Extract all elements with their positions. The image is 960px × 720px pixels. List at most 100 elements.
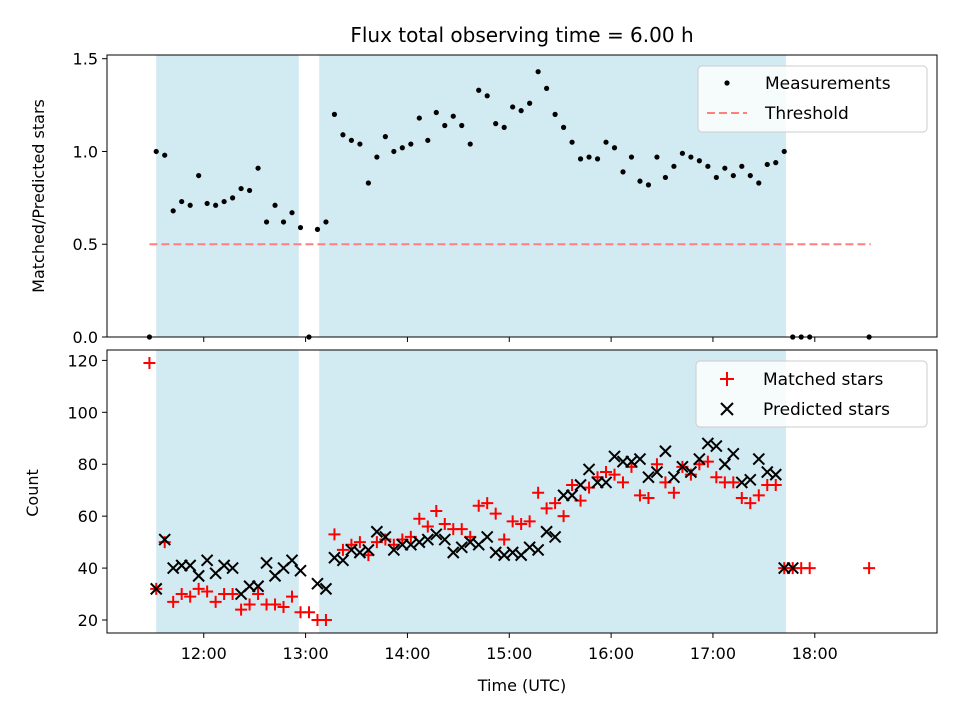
predicted-star-point xyxy=(565,489,579,502)
predicted-star-point xyxy=(667,471,681,484)
predicted-star-point xyxy=(319,582,333,596)
predicted-star-point xyxy=(285,554,299,567)
legend-predicted-marker xyxy=(720,402,734,416)
measurement-point xyxy=(340,132,346,138)
top-plot-ratio: 0.0 0.5 1.0 1.5 Matched/Predicted stars Mea… xyxy=(29,50,938,347)
bottom-shaded-interval-0 xyxy=(156,350,299,633)
bottom-x-axis: 12:00 13:00 14:00 15:00 16:00 17:00 18:00 xyxy=(181,633,838,663)
matched-star-point xyxy=(803,562,816,575)
predicted-star-point xyxy=(192,569,205,583)
matched-star-point xyxy=(744,497,757,510)
predicted-star-point xyxy=(251,580,265,593)
predicted-star-point xyxy=(200,554,214,567)
matched-star-point xyxy=(557,510,570,523)
predicted-star-point xyxy=(701,437,715,450)
measurement-point xyxy=(484,93,490,99)
measurement-point xyxy=(535,69,541,75)
predicted-star-point xyxy=(362,543,375,557)
matched-star-point xyxy=(269,598,282,611)
predicted-star-point xyxy=(447,546,460,559)
matched-stars-points xyxy=(143,356,876,627)
measurement-point xyxy=(730,172,736,179)
matched-star-point xyxy=(143,356,156,369)
top-legend-box xyxy=(697,65,928,133)
matched-star-point xyxy=(336,543,349,556)
bottom-y-tick-label: 80 xyxy=(78,455,98,474)
top-plot-frame xyxy=(106,54,938,338)
measurement-point xyxy=(323,219,329,225)
x-tick-label: 14:00 xyxy=(384,644,430,663)
top-shaded-interval-0 xyxy=(156,55,299,337)
matched-star-point xyxy=(438,517,451,530)
matched-star-point xyxy=(616,476,629,489)
predicted-star-point xyxy=(489,546,502,559)
bottom-shaded-regions xyxy=(156,350,786,633)
predicted-star-point xyxy=(540,525,553,538)
measurement-point xyxy=(501,124,507,130)
predicted-star-point xyxy=(158,533,171,546)
measurement-point xyxy=(374,154,380,160)
measurement-point xyxy=(493,121,499,127)
predicted-star-point xyxy=(523,541,536,554)
measurement-point xyxy=(544,85,550,91)
measurement-point xyxy=(671,163,677,169)
predicted-star-point xyxy=(548,530,562,544)
bottom-y-tick-label: 20 xyxy=(78,611,98,630)
predicted-star-point xyxy=(752,452,765,466)
bottom-legend: Matched stars Predicted stars xyxy=(695,360,928,428)
predicted-star-point xyxy=(413,535,426,549)
measurement-point xyxy=(425,137,431,143)
matched-star-point xyxy=(353,536,366,549)
matched-star-point xyxy=(667,486,680,499)
measurement-point xyxy=(688,154,694,160)
top-y-axis-label: Matched/Predicted stars xyxy=(29,99,48,293)
matched-star-point xyxy=(701,455,714,468)
matched-star-point xyxy=(252,588,265,601)
predicted-star-point xyxy=(166,561,180,575)
matched-star-point xyxy=(302,606,315,619)
measurement-point xyxy=(348,137,355,143)
measurement-point xyxy=(442,122,448,129)
x-tick-label: 16:00 xyxy=(588,644,634,663)
measurement-point xyxy=(645,182,652,188)
measurement-point xyxy=(382,134,388,140)
predicted-star-point xyxy=(150,582,163,596)
measurement-point xyxy=(230,195,236,201)
legend-measurements-marker xyxy=(724,80,730,86)
measurement-point xyxy=(153,148,159,155)
top-y-tick-label: 0.0 xyxy=(73,328,98,347)
measurement-point xyxy=(187,202,193,208)
predicted-star-point xyxy=(769,468,782,481)
matched-star-point xyxy=(498,533,511,546)
predicted-star-point xyxy=(294,564,307,577)
predicted-star-point xyxy=(744,473,757,487)
predicted-star-point xyxy=(353,546,367,559)
matched-star-point xyxy=(566,479,579,492)
measurement-point xyxy=(569,139,575,145)
predicted-star-point xyxy=(582,463,596,476)
measurement-point xyxy=(628,154,635,160)
top-y-axis: 0.0 0.5 1.0 1.5 xyxy=(73,50,107,347)
measurement-point xyxy=(781,148,787,155)
measurement-point xyxy=(162,152,168,158)
matched-star-point xyxy=(226,588,239,601)
measurement-point xyxy=(280,219,287,225)
matched-star-point xyxy=(532,486,545,499)
matched-star-point xyxy=(735,491,748,504)
measurement-point xyxy=(518,108,524,114)
predicted-star-point xyxy=(693,452,706,466)
top-shaded-regions xyxy=(156,55,786,337)
measurement-point xyxy=(747,172,753,179)
measurement-point xyxy=(450,113,456,119)
predicted-star-point xyxy=(506,546,519,559)
legend-measurements-label: Measurements xyxy=(765,74,891,94)
bottom-plot-counts: 20 40 60 80 100 120 12:00 13:00 14:00 15:00 16:00… xyxy=(23,349,938,695)
x-tick-label: 18:00 xyxy=(792,644,838,663)
matched-star-point xyxy=(506,515,519,528)
matched-star-point xyxy=(192,582,205,595)
measurement-point xyxy=(365,180,371,186)
measurement-point xyxy=(238,185,244,192)
measurement-point xyxy=(433,109,439,116)
predicted-star-point xyxy=(464,535,477,549)
